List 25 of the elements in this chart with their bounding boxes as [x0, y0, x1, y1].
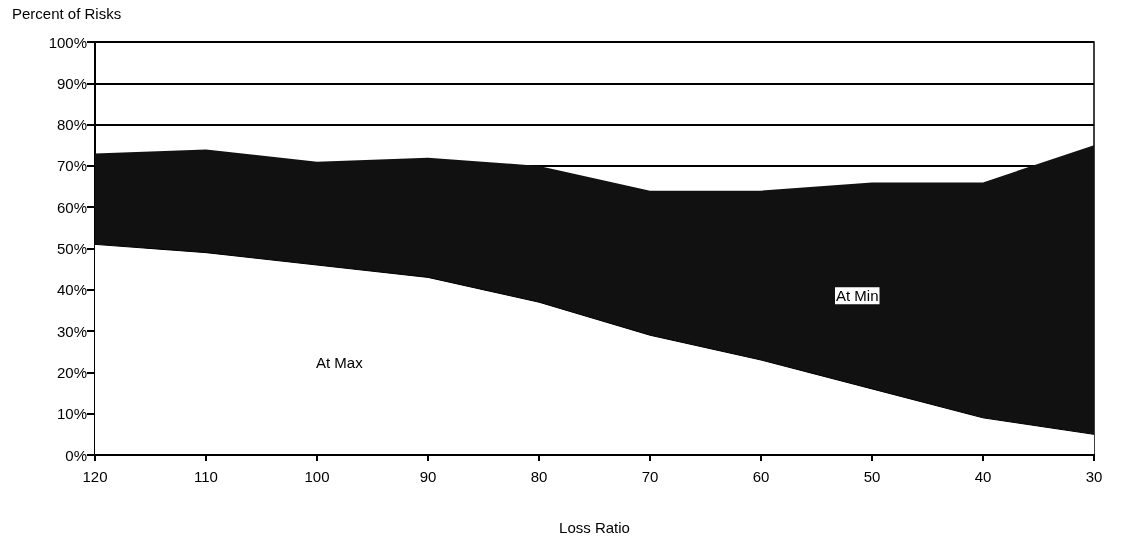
- y-tick-label: 60%: [56, 198, 87, 216]
- y-tick-label: 50%: [56, 240, 87, 257]
- y-tick-label: 30%: [56, 322, 87, 340]
- y-tick-label: 80%: [56, 116, 87, 134]
- y-tick-label: 90%: [56, 74, 87, 92]
- x-tick-label: 110: [194, 468, 218, 485]
- y-tick-label: 40%: [56, 281, 87, 299]
- y-tick-label: 0%: [65, 446, 87, 464]
- x-tick-label: 120: [82, 468, 108, 485]
- x-tick-label: 70: [641, 468, 659, 485]
- y-tick-label: 70%: [56, 157, 87, 175]
- x-tick-label: 90: [419, 468, 437, 485]
- series-label: At Max: [316, 353, 364, 371]
- series-label: At Min: [836, 287, 879, 305]
- x-tick-label: 50: [863, 468, 881, 485]
- x-axis-title: Loss Ratio: [559, 519, 630, 536]
- x-tick-label: 40: [974, 468, 992, 485]
- y-tick-label: 20%: [56, 363, 87, 381]
- y-tick-label: 10%: [56, 405, 87, 423]
- y-tick-label: 100%: [48, 33, 87, 51]
- x-tick-label: 100: [304, 468, 330, 485]
- x-tick-label: 60: [752, 468, 770, 485]
- y-axis-title: Percent of Risks: [12, 5, 122, 22]
- x-tick-label: 80: [530, 468, 548, 485]
- x-tick-label: 30: [1085, 468, 1103, 485]
